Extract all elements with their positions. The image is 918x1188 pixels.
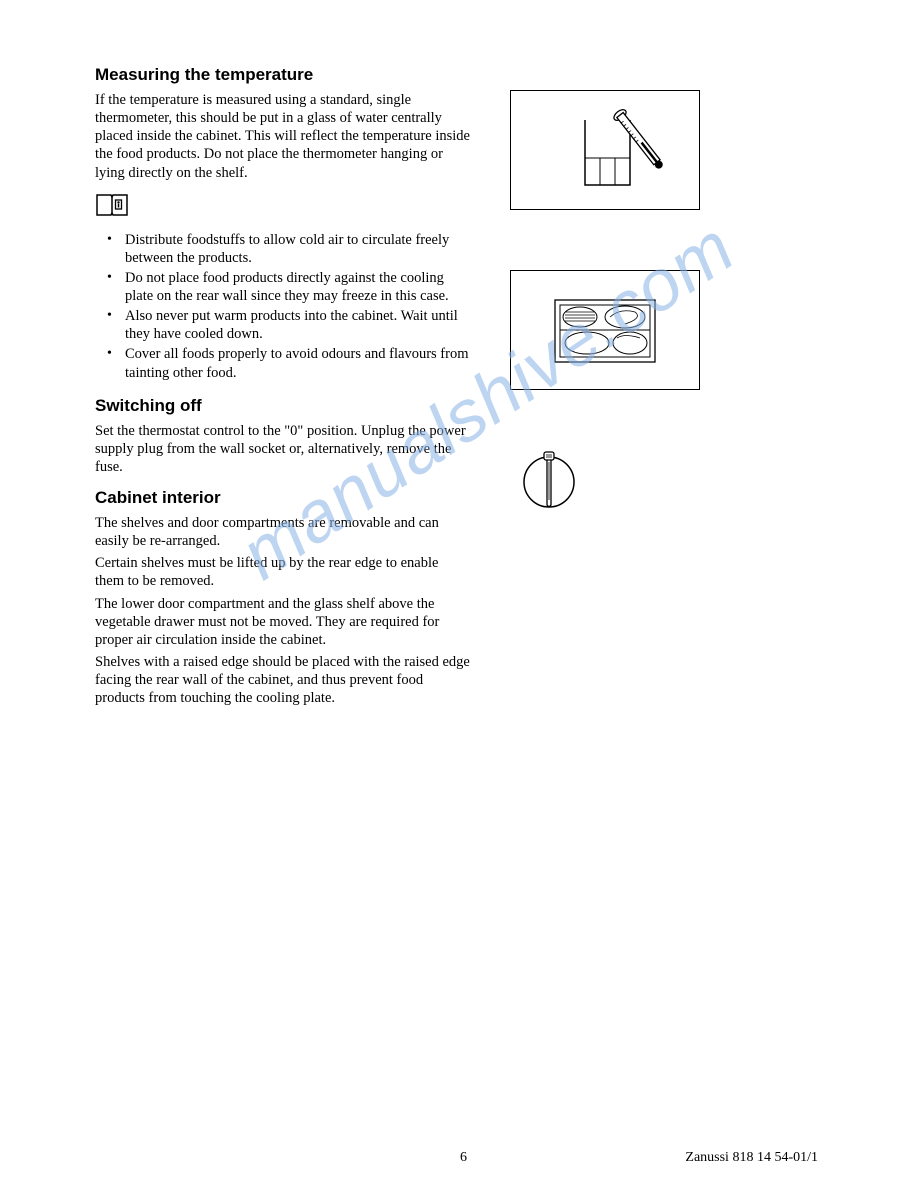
bullet-item: Also never put warm products into the ca… xyxy=(113,307,470,343)
bullet-list: Distribute foodstuffs to allow cold air … xyxy=(95,231,470,382)
page-number: 6 xyxy=(460,1150,467,1166)
para-cabinet-1: The shelves and door compartments are re… xyxy=(95,514,470,550)
bullet-item: Distribute foodstuffs to allow cold air … xyxy=(113,231,470,267)
para-cabinet-3: The lower door compartment and the glass… xyxy=(95,595,470,649)
bullet-item: Do not place food products directly agai… xyxy=(113,269,470,305)
figure-thermostat-dial xyxy=(514,450,790,517)
info-book-icon xyxy=(95,192,470,223)
bullet-item: Cover all foods properly to avoid odours… xyxy=(113,345,470,381)
para-cabinet-2: Certain shelves must be lifted up by the… xyxy=(95,554,470,590)
heading-switching-off: Switching off xyxy=(95,396,470,416)
figure-thermometer-glass xyxy=(510,90,700,210)
heading-cabinet-interior: Cabinet interior xyxy=(95,488,470,508)
section-cabinet-interior: Cabinet interior The shelves and door co… xyxy=(95,488,470,707)
document-reference: Zanussi 818 14 54-01/1 xyxy=(685,1150,818,1166)
heading-measuring: Measuring the temperature xyxy=(95,65,470,85)
para-cabinet-4: Shelves with a raised edge should be pla… xyxy=(95,653,470,707)
para-measuring: If the temperature is measured using a s… xyxy=(95,91,470,182)
left-column: Measuring the temperature If the tempera… xyxy=(95,65,470,719)
section-switching-off: Switching off Set the thermostat control… xyxy=(95,396,470,476)
right-column xyxy=(510,65,790,719)
section-measuring-temperature: Measuring the temperature If the tempera… xyxy=(95,65,470,382)
figure-cabinet-shelf xyxy=(510,270,700,390)
para-switching-off: Set the thermostat control to the "0" po… xyxy=(95,422,470,476)
page-content: Measuring the temperature If the tempera… xyxy=(95,65,858,719)
